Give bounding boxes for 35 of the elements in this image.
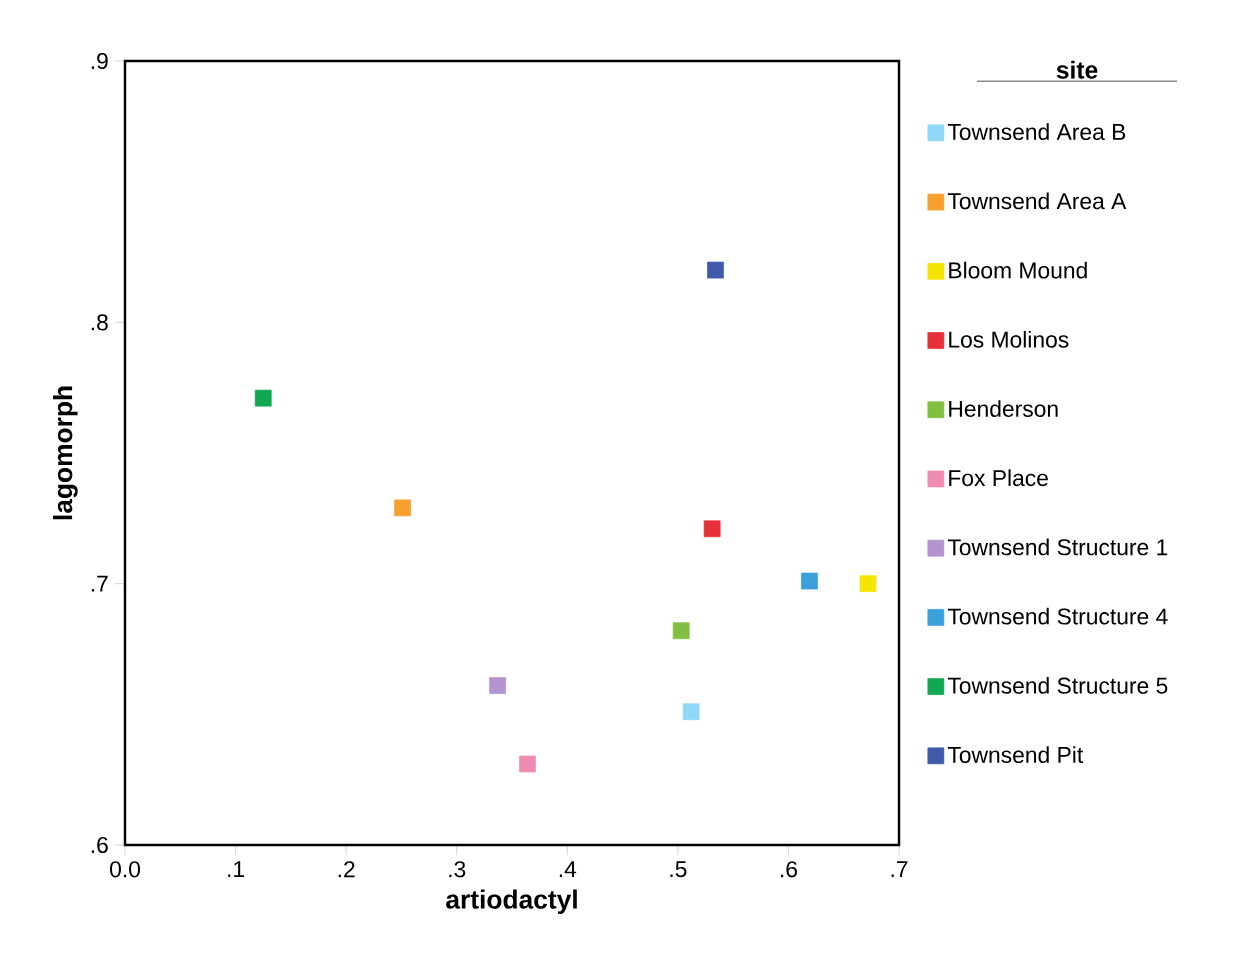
- x-tick-label: .1: [228, 861, 245, 877]
- x-tick-label: .5: [670, 861, 687, 878]
- legend-title: site: [1056, 60, 1098, 79]
- point: [254, 389, 272, 407]
- legend-label: Henderson: [949, 400, 1058, 417]
- point: [682, 703, 700, 721]
- legend-label: Bloom Mound: [949, 261, 1087, 279]
- x-tick-label: .2: [338, 861, 355, 878]
- x-tick-label: .6: [781, 861, 797, 878]
- point: [859, 575, 877, 593]
- point: [394, 499, 411, 517]
- x-tick-label: .3: [449, 861, 466, 878]
- legend-label: Fox Place: [949, 469, 1048, 487]
- y-tick-label: .7: [91, 575, 108, 592]
- y-tick-label: .8: [91, 314, 108, 331]
- point: [672, 622, 690, 640]
- point: [801, 572, 818, 590]
- legend-label: Townsend Structure 1: [947, 538, 1168, 556]
- x-tick-label: .7: [891, 861, 908, 877]
- legend-label: Townsend Area A: [947, 192, 1127, 210]
- y-axis-title: lagomorph: [52, 386, 78, 520]
- point: [703, 520, 721, 538]
- point: [707, 261, 724, 279]
- x-tick-label: 0.0: [110, 861, 140, 878]
- legend-label: Townsend Area B: [947, 123, 1126, 141]
- point: [519, 755, 536, 773]
- legend-label: Townsend Structure 4: [947, 607, 1168, 625]
- legend-label: Townsend Pit: [947, 746, 1084, 764]
- x-tick-label: .4: [559, 861, 577, 877]
- point: [489, 677, 506, 694]
- legend-label: Los Molinos: [949, 330, 1069, 348]
- y-tick-label: .6: [91, 836, 108, 854]
- y-tick-label: .9: [91, 52, 108, 70]
- x-axis-title: artiodactyl: [446, 889, 577, 915]
- legend-label: Townsend Structure 5: [947, 677, 1168, 694]
